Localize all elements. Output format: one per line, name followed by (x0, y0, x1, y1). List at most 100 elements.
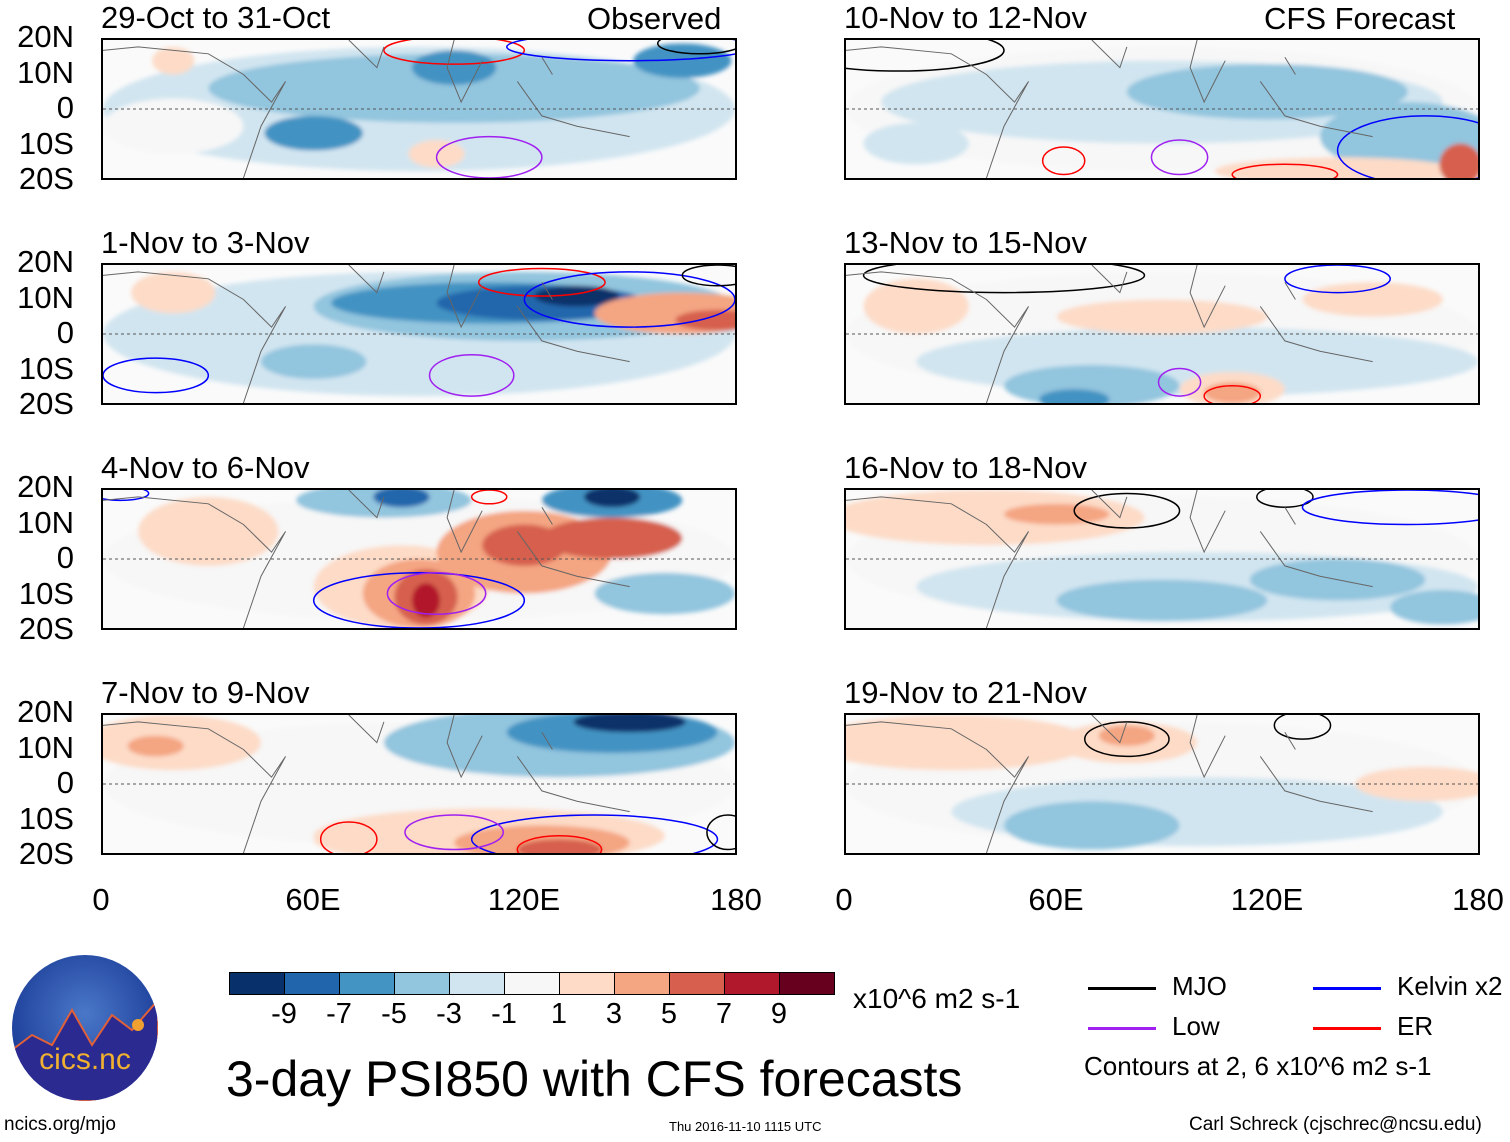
field-shading (411, 50, 497, 85)
contour-note: Contours at 2, 6 x10^6 m2 s-1 (1084, 1051, 1432, 1081)
map-panel (844, 38, 1480, 180)
colorbar-units: x10^6 m2 s-1 (853, 983, 1021, 1014)
map-panel (844, 713, 1480, 855)
map-panel (101, 38, 737, 180)
colorbar-label: 3 (605, 998, 623, 1030)
field-shading (517, 839, 602, 853)
field-shading (1439, 143, 1478, 178)
field-shading (863, 278, 969, 334)
colorbar-label: -5 (381, 998, 407, 1030)
lat-tick: 20S (18, 161, 74, 196)
lat-tick: 10S (18, 125, 74, 161)
coastline (103, 40, 630, 178)
colorbar-label: 1 (550, 998, 568, 1030)
observed-header: Observed (587, 1, 722, 36)
coastline (846, 715, 1373, 853)
field-shading (675, 309, 735, 331)
colorbar-swatch (559, 972, 615, 995)
lat-tick: 20S (18, 611, 74, 646)
lat-tick: 20N (17, 244, 74, 279)
field-shading (1302, 282, 1443, 317)
contour-line (846, 40, 1004, 71)
contour-line (103, 358, 208, 393)
colorbar-swatch (394, 972, 450, 995)
contour-line (1204, 386, 1260, 403)
field-shading (373, 490, 430, 508)
contour-line (437, 137, 542, 178)
map-panel (101, 713, 737, 855)
colorbar-label: -1 (491, 998, 517, 1030)
panel-title: 16-Nov to 18-Nov (844, 450, 1087, 485)
lat-tick: 0 (56, 765, 74, 800)
map-panel (101, 263, 737, 405)
colorbar-swatch (449, 972, 505, 995)
contour-line (1232, 164, 1337, 178)
colorbar-label: -7 (326, 998, 352, 1030)
contour-line (103, 490, 149, 500)
contour-line (387, 573, 485, 614)
mountain-icon (12, 998, 158, 1101)
field-shading (534, 285, 620, 307)
lat-tick: 10N (17, 279, 74, 315)
legend-label: Low (1172, 1011, 1220, 1041)
contour-line (682, 265, 735, 286)
lat-tick: 10N (17, 504, 74, 540)
field-shading (127, 735, 184, 757)
lat-tick: 10N (17, 729, 74, 765)
contour-line (1158, 369, 1200, 397)
contour-line (314, 573, 525, 628)
lat-tick: 20S (18, 386, 74, 421)
lon-tick: 180 (710, 882, 762, 917)
lon-tick: 60E (1028, 882, 1084, 917)
logo-text: cics.nc (39, 1043, 131, 1076)
footer-timestamp: Thu 2016-11-10 1115 UTC (669, 1119, 822, 1134)
contour-line (1043, 147, 1085, 175)
lon-tick: 120E (487, 882, 561, 917)
colorbar-label: -3 (436, 998, 462, 1030)
panel-title: 19-Nov to 21-Nov (844, 675, 1087, 710)
legend-line (1313, 1027, 1381, 1030)
colorbar-swatch (614, 972, 670, 995)
lat-tick: 20N (17, 19, 74, 54)
map-panel (844, 488, 1480, 630)
forecast-header: CFS Forecast (1264, 1, 1456, 36)
legend-line (1088, 987, 1156, 990)
lat-tick: 20N (17, 469, 74, 504)
contour-line (1074, 493, 1179, 528)
contour-line (1338, 116, 1478, 178)
field-shading (1056, 299, 1268, 334)
colorbar-swatch (669, 972, 725, 995)
field-shading (313, 821, 455, 853)
legend-line (1088, 1027, 1156, 1030)
field-shading (573, 715, 686, 733)
panel-title: 7-Nov to 9-Nov (101, 675, 310, 710)
field-shading (1320, 102, 1478, 172)
lat-tick: 10S (18, 575, 74, 611)
field-shading (594, 572, 735, 615)
lat-tick: 10N (17, 54, 74, 90)
panel-title: 13-Nov to 15-Nov (844, 225, 1087, 260)
contour-line (507, 40, 735, 61)
field-shading (264, 115, 363, 151)
contour-line (1285, 265, 1390, 293)
contour-line (524, 272, 735, 327)
legend-label: Kelvin x2 (1397, 971, 1503, 1001)
field-shading (1056, 579, 1268, 622)
field-shading (633, 43, 732, 78)
field-shading (152, 46, 195, 75)
contour-line (1302, 490, 1478, 525)
panel-title: 1-Nov to 3-Nov (101, 225, 310, 260)
colorbar-swatch (779, 972, 835, 995)
lat-tick: 20S (18, 836, 74, 871)
field-shading (1004, 801, 1180, 850)
colorbar-label: 5 (660, 998, 678, 1030)
coastline (846, 490, 1373, 628)
footer-url: ncics.org/mjo (4, 1114, 116, 1135)
map-panel (101, 488, 737, 630)
colorbar-label: -9 (271, 998, 297, 1030)
contour-line (1274, 715, 1330, 739)
field-shading (103, 98, 244, 154)
contour-line (658, 40, 735, 54)
field-shading (131, 271, 216, 314)
lat-tick: 0 (56, 540, 74, 575)
